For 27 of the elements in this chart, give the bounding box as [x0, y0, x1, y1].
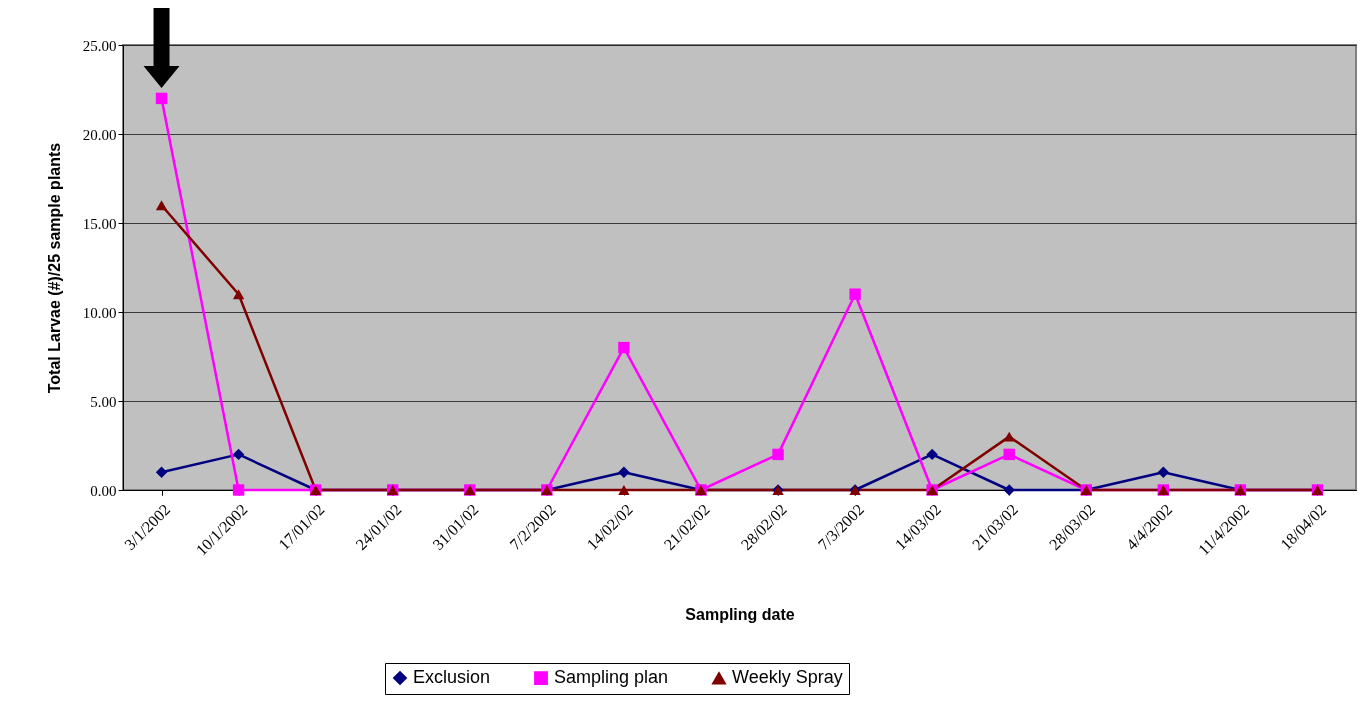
y-axis-title: Total Larvae (#)/25 sample plants	[45, 142, 63, 394]
point	[232, 448, 245, 461]
point	[232, 484, 245, 496]
point	[926, 448, 938, 461]
point	[1003, 484, 1015, 496]
point	[1003, 448, 1015, 461]
point	[772, 448, 784, 461]
x-axis-title: Sampling date	[685, 605, 795, 623]
y-tick-label: 10.00	[82, 304, 117, 321]
legend-label: Exclusion	[413, 667, 491, 688]
legend-label: Weekly Spray	[732, 667, 843, 688]
y-tick-label: 0.00	[90, 482, 117, 499]
point	[232, 289, 245, 300]
point	[1003, 431, 1015, 442]
y-tick-label: 25.00	[82, 37, 117, 54]
point	[155, 466, 168, 478]
point	[1157, 466, 1170, 478]
y-tick-label: 15.00	[82, 215, 117, 232]
point	[155, 92, 168, 105]
point	[618, 466, 630, 478]
legend-label: Sampling plan	[554, 667, 669, 688]
y-tick-label: 5.00	[90, 393, 117, 410]
y-tick-label: 20.00	[82, 126, 117, 143]
point	[155, 200, 168, 211]
point	[618, 485, 630, 495]
point	[849, 288, 861, 300]
point	[618, 341, 630, 354]
